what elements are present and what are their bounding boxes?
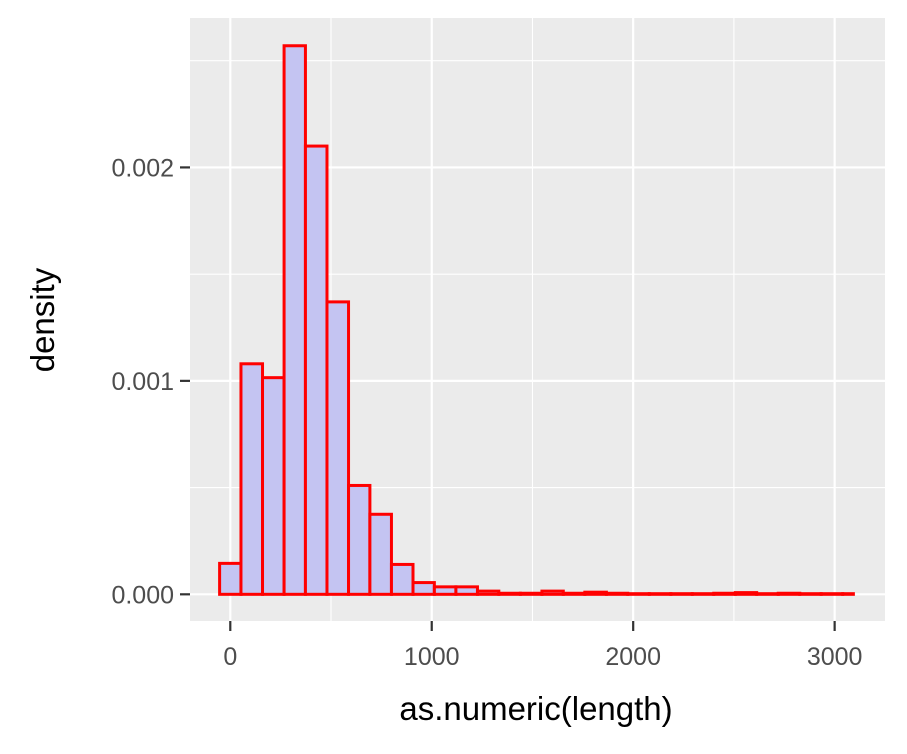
x-tick-label: 1000 — [404, 643, 460, 671]
histogram-bars — [218, 44, 855, 596]
y-axis-title: density — [24, 267, 61, 372]
histogram-bar — [540, 589, 565, 596]
histogram-bar — [755, 592, 780, 596]
histogram-bar — [282, 44, 307, 596]
y-tick-label: 0.000 — [111, 581, 174, 609]
histogram-bar — [303, 144, 329, 596]
histogram-bar — [561, 591, 587, 596]
histogram-bar — [712, 591, 737, 596]
histogram-bar — [432, 585, 458, 596]
x-tick-label: 0 — [223, 643, 237, 671]
x-tick-label: 3000 — [807, 643, 863, 671]
histogram-bar — [776, 591, 802, 596]
y-tick-label: 0.001 — [111, 368, 174, 396]
histogram-bar — [647, 592, 673, 596]
histogram-bar — [368, 512, 393, 596]
histogram-bar — [798, 592, 823, 596]
histogram-bar — [604, 591, 630, 596]
x-tick-label: 2000 — [605, 643, 661, 671]
histogram-bar — [475, 589, 501, 596]
histogram-bar — [690, 592, 716, 596]
x-axis-ticks: 0 1000 2000 3000 — [223, 621, 862, 671]
histogram-bar — [454, 585, 479, 596]
histogram-bar — [347, 483, 372, 596]
histogram-bar — [389, 562, 415, 596]
histogram-bar — [239, 362, 265, 596]
histogram-bar — [518, 591, 544, 596]
histogram-bar — [583, 590, 608, 596]
histogram-bar — [411, 581, 436, 596]
histogram-bar — [497, 591, 522, 596]
histogram-bar — [819, 592, 845, 596]
histogram-bar — [626, 592, 651, 596]
y-axis-ticks: 0.000 0.001 0.002 — [111, 154, 190, 609]
histogram-bar — [733, 591, 759, 596]
histogram-bar — [841, 592, 855, 596]
histogram-bar — [218, 561, 243, 596]
histogram-bar — [669, 592, 694, 596]
y-tick-label: 0.002 — [111, 154, 174, 182]
histogram-bar — [261, 376, 286, 596]
x-axis-title: as.numeric(length) — [399, 690, 672, 727]
histogram-bar — [325, 300, 351, 596]
